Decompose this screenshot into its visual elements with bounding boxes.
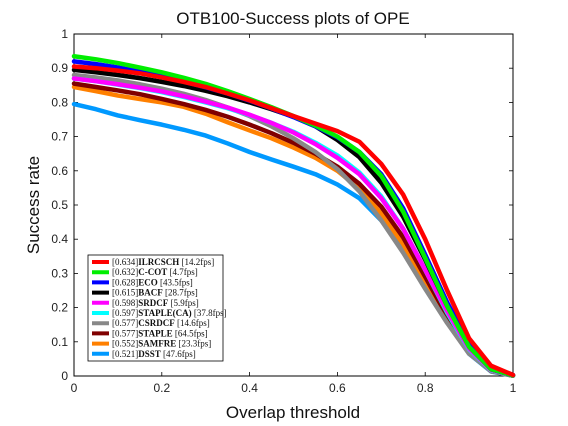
legend-fps: [4.7fps] xyxy=(167,267,198,277)
y-tick-label: 0.2 xyxy=(51,301,68,315)
x-axis-label: Overlap threshold xyxy=(226,403,360,422)
x-tick-label: 0.8 xyxy=(417,381,434,395)
legend-entry: [0.552]SAMFRE [23.3fps] xyxy=(112,339,211,349)
y-tick-label: 0.7 xyxy=(51,130,68,144)
legend-fps: [47.6fps] xyxy=(161,349,196,359)
legend-score: [0.632] xyxy=(112,267,138,277)
legend-tracker-name: STAPLE xyxy=(138,328,172,338)
x-tick-label: 0.4 xyxy=(241,381,258,395)
legend-tracker-name: SAMFRE xyxy=(138,339,176,349)
legend-tracker-name: DSST xyxy=(138,349,161,359)
y-tick-label: 0.5 xyxy=(51,198,68,212)
legend-tracker-name: C-COT xyxy=(138,267,167,277)
legend-entry: [0.597]STAPLE(CA) [37.8fps] xyxy=(112,308,227,318)
legend-fps: [64.5fps] xyxy=(173,328,208,338)
legend-score: [0.615] xyxy=(112,288,138,298)
legend-fps: [5.9fps] xyxy=(168,298,199,308)
legend-tracker-name: SRDCF xyxy=(138,298,169,308)
y-axis-label: Success rate xyxy=(24,156,43,254)
legend-fps: [37.8fps] xyxy=(192,308,227,318)
y-tick-label: 0.1 xyxy=(51,335,68,349)
x-tick-label: 0.2 xyxy=(153,381,170,395)
x-tick-label: 1 xyxy=(510,381,517,395)
legend-entry: [0.577]STAPLE [64.5fps] xyxy=(112,328,208,338)
y-tick-label: 0 xyxy=(61,369,68,383)
legend-fps: [43.5fps] xyxy=(158,277,193,287)
x-tick-label: 0.6 xyxy=(329,381,346,395)
legend-entry: [0.598]SRDCF [5.9fps] xyxy=(112,298,199,308)
series-line-ilrcsch xyxy=(71,64,516,378)
legend-tracker-name: ECO xyxy=(138,277,158,287)
y-tick-label: 0.4 xyxy=(51,232,68,246)
legend-score: [0.634] xyxy=(112,257,138,267)
y-tick-label: 0.9 xyxy=(51,61,68,75)
y-tick-label: 1 xyxy=(61,27,68,41)
legend-tracker-name: BACF xyxy=(138,288,163,298)
legend-fps: [14.6fps] xyxy=(175,318,210,328)
legend-tracker-name: ILRCSCH xyxy=(138,257,179,267)
legend-items: [0.634]ILRCSCH [14.2fps][0.632]C-COT [4.… xyxy=(92,257,227,359)
legend-entry: [0.521]DSST [47.6fps] xyxy=(112,349,196,359)
legend-score: [0.577] xyxy=(112,318,138,328)
legend-entry: [0.615]BACF [28.7fps] xyxy=(112,288,198,298)
legend-score: [0.521] xyxy=(112,349,138,359)
chart-title: OTB100-Success plots of OPE xyxy=(176,9,409,28)
legend-box xyxy=(87,254,224,362)
y-axis-ticks: 0 0.1 0.2 0.3 0.4 0.5 0.6 0.7 0.8 0.9 1 xyxy=(51,27,513,383)
legend-entry: [0.628]ECO [43.5fps] xyxy=(112,277,193,287)
series-line-srdcf xyxy=(71,76,516,378)
series-lines xyxy=(71,53,516,378)
legend-entry: [0.632]C-COT [4.7fps] xyxy=(112,267,198,277)
legend-entry: [0.577]CSRDCF [14.6fps] xyxy=(112,318,210,328)
legend-score: [0.598] xyxy=(112,298,138,308)
x-axis-ticks: 0 0.2 0.4 0.6 0.8 1 xyxy=(71,34,517,395)
legend-fps: [14.2fps] xyxy=(179,257,214,267)
series-line-csrdcf xyxy=(71,72,516,378)
legend-score: [0.552] xyxy=(112,339,138,349)
y-tick-label: 0.3 xyxy=(51,266,68,280)
legend-fps: [23.3fps] xyxy=(176,339,211,349)
legend-score: [0.577] xyxy=(112,328,138,338)
y-tick-label: 0.8 xyxy=(51,95,68,109)
legend-entry: [0.634]ILRCSCH [14.2fps] xyxy=(112,257,214,267)
legend-tracker-name: STAPLE(CA) xyxy=(138,308,191,318)
y-tick-label: 0.6 xyxy=(51,164,68,178)
x-tick-label: 0 xyxy=(71,381,78,395)
legend-tracker-name: CSRDCF xyxy=(138,318,175,328)
legend-score: [0.597] xyxy=(112,308,138,318)
legend: [0.634]ILRCSCH [14.2fps][0.632]C-COT [4.… xyxy=(87,254,227,362)
legend-score: [0.628] xyxy=(112,277,138,287)
legend-fps: [28.7fps] xyxy=(163,288,198,298)
